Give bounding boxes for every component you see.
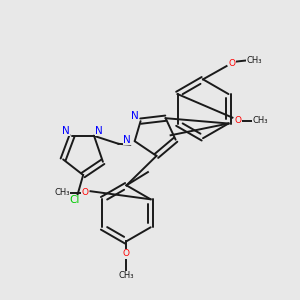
Text: CH₃: CH₃ xyxy=(253,116,268,125)
Text: N: N xyxy=(95,126,103,136)
Text: CH₃: CH₃ xyxy=(119,271,134,280)
Text: CH₃: CH₃ xyxy=(55,188,70,197)
Text: N: N xyxy=(61,126,69,136)
Text: O: O xyxy=(229,58,236,68)
Text: N: N xyxy=(131,111,139,121)
Text: O: O xyxy=(81,188,88,197)
Text: O: O xyxy=(123,249,130,258)
Text: Cl: Cl xyxy=(70,195,80,205)
Text: O: O xyxy=(235,116,242,125)
Text: CH₃: CH₃ xyxy=(247,56,262,65)
Text: N: N xyxy=(124,135,131,145)
